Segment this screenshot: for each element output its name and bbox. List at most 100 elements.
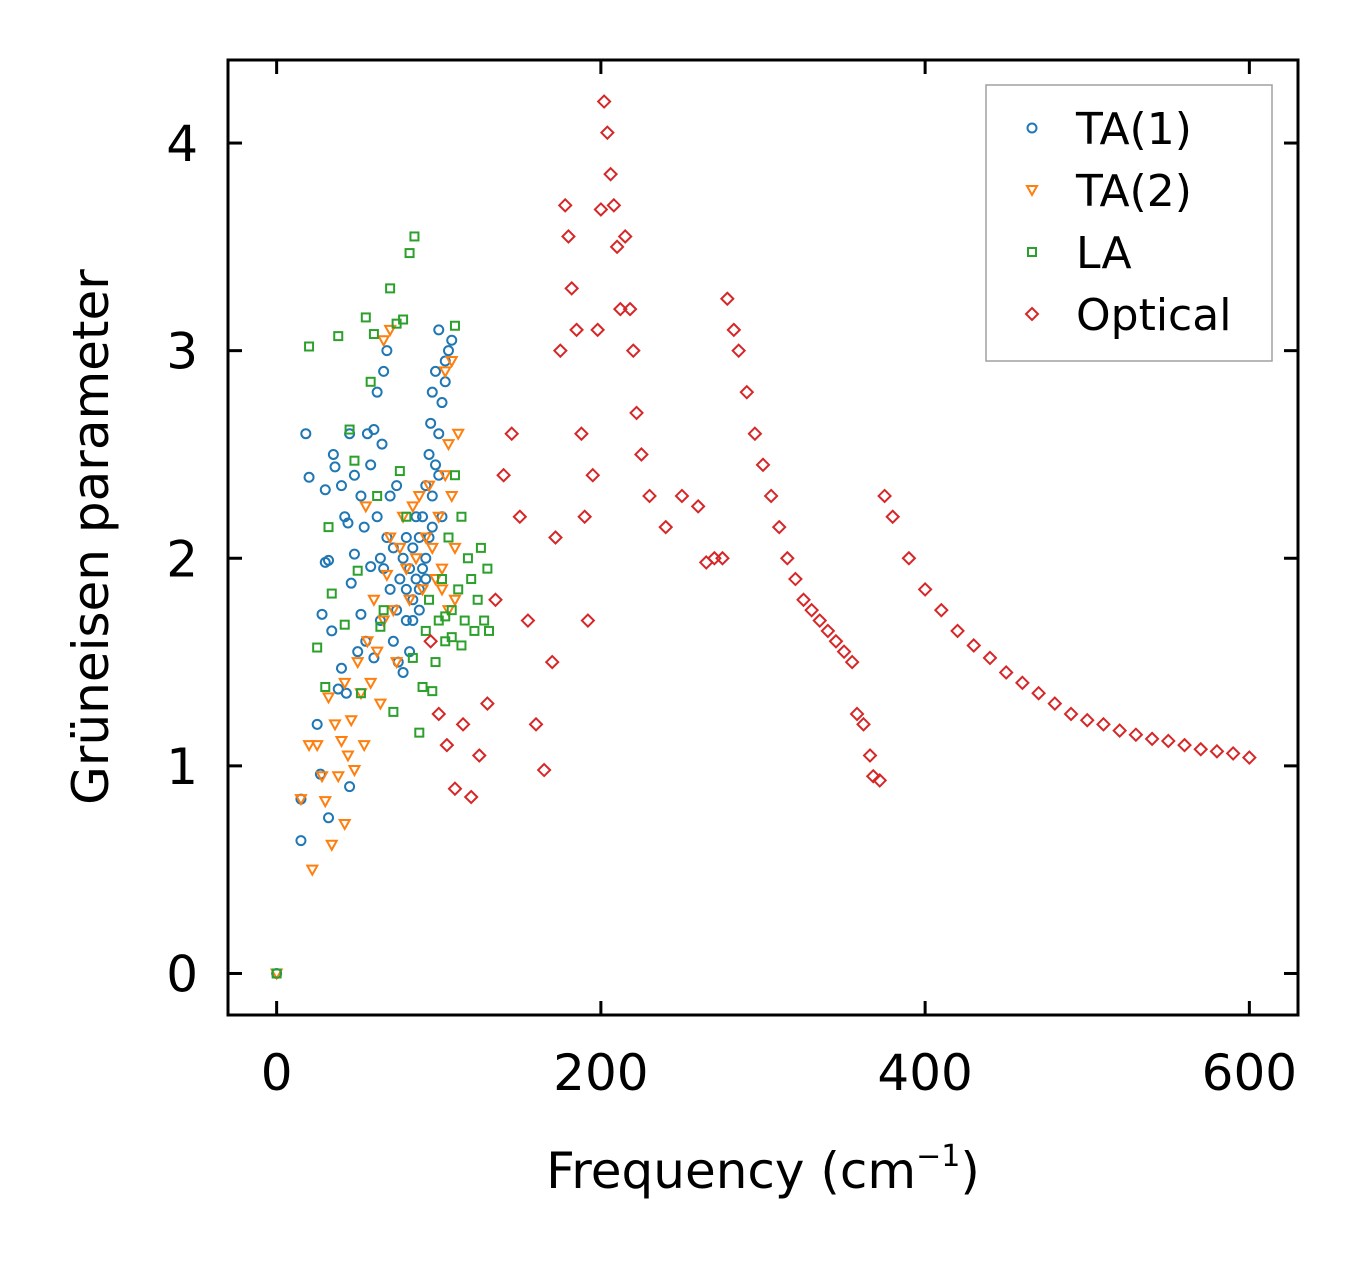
point-ta-2 bbox=[341, 750, 355, 763]
point-optical bbox=[552, 343, 568, 359]
point-la bbox=[365, 376, 376, 387]
point-ta-2 bbox=[415, 584, 430, 597]
y-tick-label: 2 bbox=[166, 530, 198, 588]
point-optical bbox=[739, 384, 755, 400]
point-ta-2 bbox=[359, 501, 373, 514]
point-optical bbox=[617, 229, 633, 244]
point-ta-2 bbox=[305, 864, 320, 877]
point-optical bbox=[933, 602, 949, 618]
point-ta-2 bbox=[445, 356, 459, 369]
point-ta-2 bbox=[350, 657, 365, 670]
point-la bbox=[440, 611, 451, 622]
y-tick-label: 0 bbox=[166, 945, 198, 1003]
point-ta-1 bbox=[426, 521, 438, 533]
point-ta-1 bbox=[311, 718, 323, 730]
point-ta-1 bbox=[323, 812, 335, 824]
point-ta-1 bbox=[430, 459, 442, 471]
point-ta-1 bbox=[368, 652, 380, 664]
point-ta-2 bbox=[445, 490, 459, 504]
point-la bbox=[459, 615, 470, 626]
legend: TA(1) TA(2) LA Optical bbox=[985, 84, 1273, 362]
point-la bbox=[469, 625, 480, 636]
point-optical bbox=[719, 291, 735, 307]
point-optical bbox=[1031, 685, 1047, 701]
point-la bbox=[401, 511, 412, 522]
point-optical bbox=[1241, 750, 1257, 765]
point-ta-2 bbox=[419, 532, 433, 545]
point-ta-2 bbox=[399, 563, 414, 576]
point-optical bbox=[788, 571, 803, 587]
point-optical bbox=[606, 197, 622, 213]
point-optical bbox=[982, 650, 998, 666]
point-ta-1 bbox=[442, 345, 454, 357]
point-ta-2 bbox=[367, 594, 381, 607]
point-ta-1 bbox=[327, 448, 339, 460]
data-marks bbox=[269, 94, 1257, 981]
point-ta-1 bbox=[335, 480, 347, 492]
point-optical bbox=[690, 498, 706, 514]
point-la bbox=[420, 625, 431, 636]
point-ta-2 bbox=[422, 480, 436, 493]
point-ta-1 bbox=[378, 365, 390, 377]
point-ta-2 bbox=[302, 740, 316, 753]
point-ta-2 bbox=[347, 765, 362, 778]
point-ta-1 bbox=[335, 662, 347, 674]
point-la bbox=[430, 657, 441, 668]
point-la bbox=[456, 640, 467, 651]
point-optical bbox=[564, 280, 580, 296]
point-ta-1 bbox=[358, 521, 370, 533]
point-optical bbox=[966, 638, 982, 653]
point-ta-1 bbox=[407, 615, 419, 627]
point-la bbox=[304, 341, 315, 352]
point-ta-2 bbox=[344, 715, 358, 728]
point-la bbox=[472, 594, 483, 605]
point-ta-1 bbox=[426, 386, 438, 398]
point-la bbox=[344, 424, 355, 435]
point-ta-2 bbox=[425, 542, 439, 555]
point-optical bbox=[779, 550, 795, 566]
point-optical bbox=[658, 519, 674, 535]
point-optical bbox=[747, 426, 763, 442]
point-la bbox=[271, 968, 282, 979]
point-optical bbox=[998, 665, 1014, 680]
legend-marker-la bbox=[1027, 247, 1037, 257]
legend-marker-ta-2 bbox=[1025, 185, 1039, 198]
point-ta-1 bbox=[345, 577, 357, 589]
point-ta-2 bbox=[448, 594, 462, 607]
point-la bbox=[398, 314, 409, 325]
plot-frame bbox=[226, 58, 1300, 1017]
point-ta-1 bbox=[348, 548, 360, 560]
point-la bbox=[333, 331, 344, 342]
point-optical bbox=[849, 706, 865, 722]
point-optical bbox=[479, 696, 495, 712]
point-optical bbox=[439, 737, 455, 753]
point-la bbox=[437, 574, 447, 585]
point-ta-2 bbox=[357, 740, 371, 753]
point-ta-1 bbox=[430, 365, 442, 377]
point-ta-2 bbox=[294, 794, 308, 807]
point-ta-1 bbox=[326, 625, 338, 637]
point-optical bbox=[1079, 712, 1095, 728]
point-ta-1 bbox=[413, 604, 425, 616]
point-optical bbox=[1014, 675, 1030, 691]
point-la bbox=[443, 532, 454, 543]
point-optical bbox=[862, 748, 878, 763]
point-optical bbox=[885, 509, 901, 525]
point-la bbox=[326, 588, 337, 599]
point-optical bbox=[901, 550, 917, 566]
point-ta-1 bbox=[410, 511, 422, 523]
point-optical bbox=[593, 202, 609, 217]
point-ta-1 bbox=[426, 490, 438, 502]
point-ta-1 bbox=[397, 552, 409, 564]
point-optical bbox=[872, 772, 888, 788]
point-optical bbox=[755, 457, 771, 473]
point-optical bbox=[633, 447, 649, 462]
point-ta-2 bbox=[393, 542, 407, 555]
point-ta-2 bbox=[406, 501, 420, 514]
point-ta-1 bbox=[374, 552, 386, 564]
point-la bbox=[339, 619, 350, 630]
point-ta-2 bbox=[370, 646, 384, 659]
point-la bbox=[323, 522, 334, 533]
legend-label-ta-1: TA(1) bbox=[1075, 104, 1192, 155]
